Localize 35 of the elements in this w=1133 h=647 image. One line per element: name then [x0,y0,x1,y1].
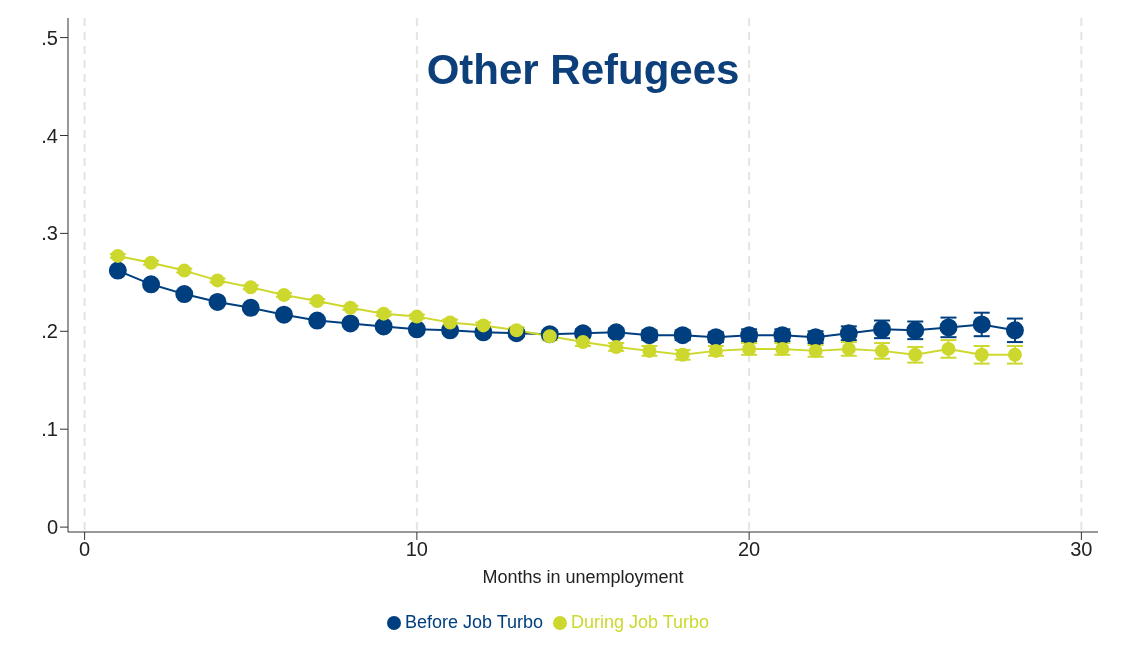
point [376,306,391,321]
point [110,248,125,263]
point [310,293,325,308]
x-tick-label: 0 [79,538,91,561]
y-tick-label: .1 [41,418,58,441]
y-tick-label: .2 [41,320,58,343]
point [276,288,291,303]
point [972,315,991,334]
point [409,309,424,324]
legend-label: Before Job Turbo [404,612,543,632]
point [1005,321,1024,340]
point [175,285,194,304]
point [177,263,192,278]
point [243,280,258,295]
point [341,314,360,333]
legend-label: During Job Turbo [571,612,710,632]
point [274,305,293,324]
point [241,298,260,317]
point [509,323,524,338]
point [308,311,327,330]
x-tick-label: 20 [738,538,761,561]
y-tick-label: 0 [46,516,58,539]
x-axis-title: Months in unemployment [482,566,684,587]
point [144,255,159,270]
x-tick-label: 10 [405,538,428,561]
text: Other Refugees [425,46,741,94]
point [343,300,358,315]
point [208,292,227,311]
x-tick-label: 30 [1070,538,1093,561]
y-tick-label: .3 [41,222,58,245]
point [108,261,127,280]
point [142,275,161,294]
y-tick-label: .4 [41,124,58,147]
y-tick-label: .5 [41,26,58,49]
point [210,273,225,288]
